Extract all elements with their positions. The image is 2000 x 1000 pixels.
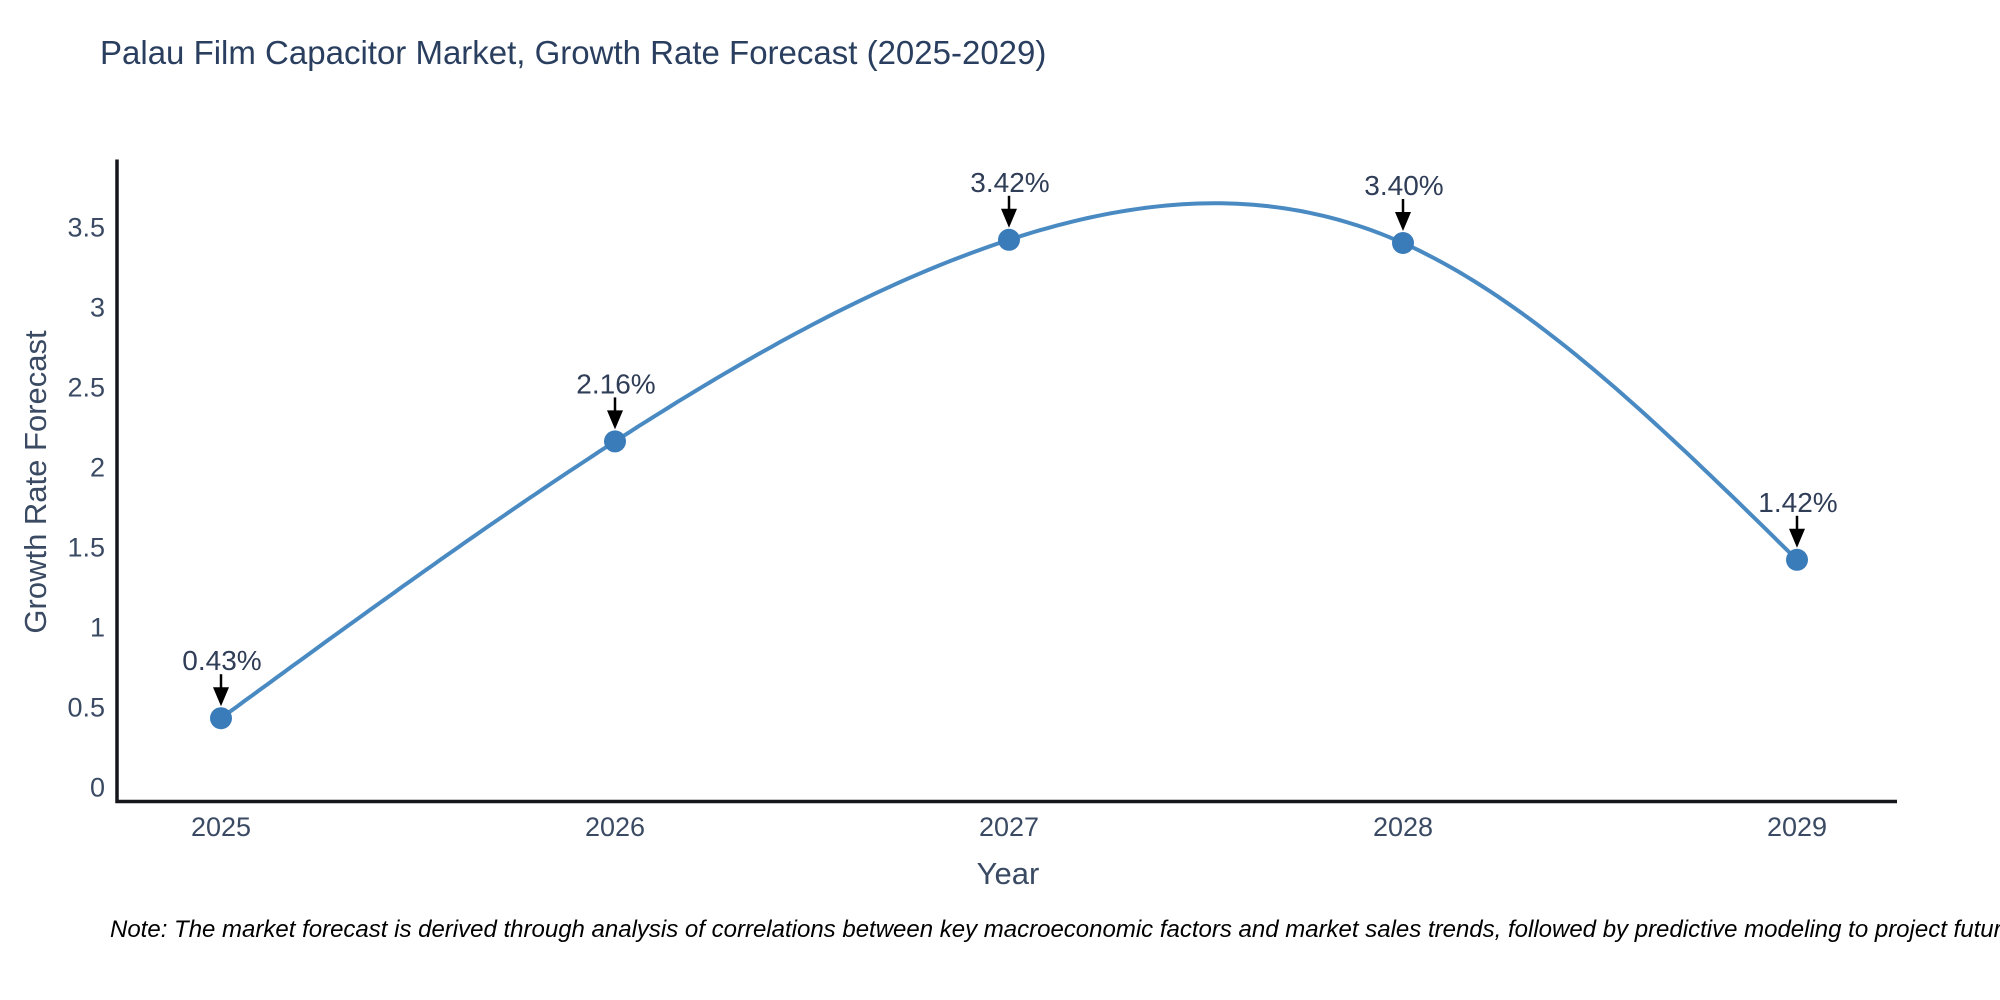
y-tick-label: 0 [90, 773, 105, 803]
data-point-marker [998, 228, 1020, 251]
y-tick-label: 2.5 [67, 373, 105, 403]
data-point-marker [604, 430, 626, 453]
annotation-label: 1.42% [1758, 487, 1837, 518]
data-point-marker [1786, 548, 1808, 571]
x-axis-title: Year [976, 856, 1040, 891]
chart-title: Palau Film Capacitor Market, Growth Rate… [100, 34, 1047, 71]
annotation-label: 3.40% [1364, 170, 1443, 201]
data-point-marker [1392, 232, 1414, 254]
annotation-label: 0.43% [182, 645, 261, 676]
y-tick-label: 0.5 [67, 693, 105, 723]
annotation-arrowhead [213, 687, 229, 707]
y-tick-label: 1.5 [67, 533, 105, 563]
footnote: Note: The market forecast is derived thr… [110, 916, 2000, 943]
forecast-line [219, 201, 1799, 720]
x-tick-label: 2026 [585, 812, 645, 842]
annotation-label: 2.16% [576, 368, 655, 399]
y-tick-label: 1 [90, 613, 105, 643]
y-tick-label: 3 [90, 293, 105, 323]
annotation-arrowhead [1789, 528, 1805, 548]
annotation-arrowhead [1395, 212, 1411, 231]
x-tick-label: 2025 [191, 812, 251, 842]
data-point-marker [210, 707, 232, 730]
y-tick-label: 2 [90, 453, 105, 483]
x-tick-label: 2029 [1767, 812, 1827, 842]
axis-lines [115, 159, 1897, 804]
y-tick-label: 3.5 [67, 213, 105, 243]
x-tick-label: 2028 [1373, 812, 1433, 842]
annotation-arrowhead [607, 410, 623, 430]
annotation-label: 3.42% [970, 167, 1049, 198]
x-tick-label: 2027 [979, 812, 1039, 842]
annotation-arrowhead [1001, 208, 1017, 228]
